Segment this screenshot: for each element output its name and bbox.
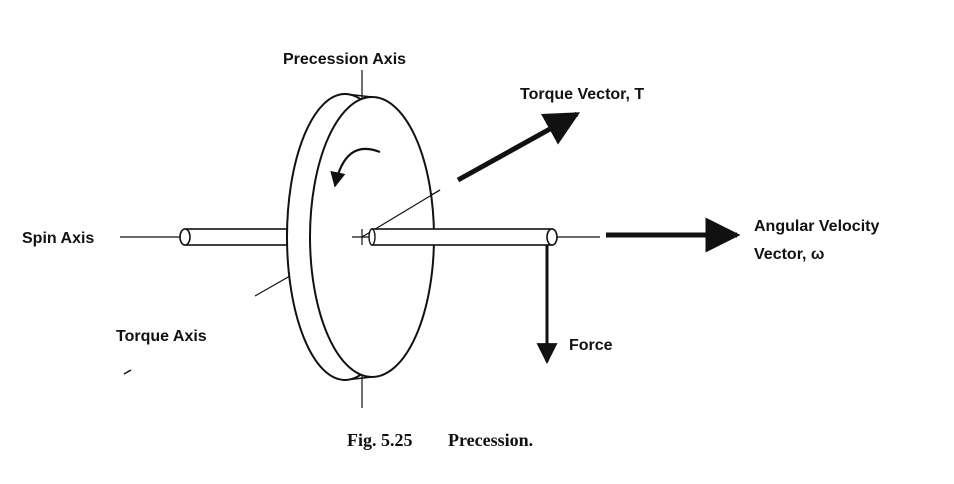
stray-mark xyxy=(123,369,132,375)
label-angular-velocity-line2: Vector, ω xyxy=(754,246,824,263)
label-spin-axis: Spin Axis xyxy=(22,230,94,247)
label-precession-axis: Precession Axis xyxy=(283,51,406,68)
label-torque-vector: Torque Vector, T xyxy=(520,86,644,103)
rotation-arrow xyxy=(330,147,381,188)
right-shaft xyxy=(368,228,558,246)
torque-vector-arrow xyxy=(456,111,581,183)
left-shaft xyxy=(179,228,288,246)
figure-number: Fig. 5.25 xyxy=(347,430,413,450)
figure-title: Precession. xyxy=(448,430,533,450)
label-force: Force xyxy=(569,337,613,354)
label-torque-axis: Torque Axis xyxy=(116,328,207,345)
label-angular-velocity-line1: Angular Velocity xyxy=(754,218,879,235)
